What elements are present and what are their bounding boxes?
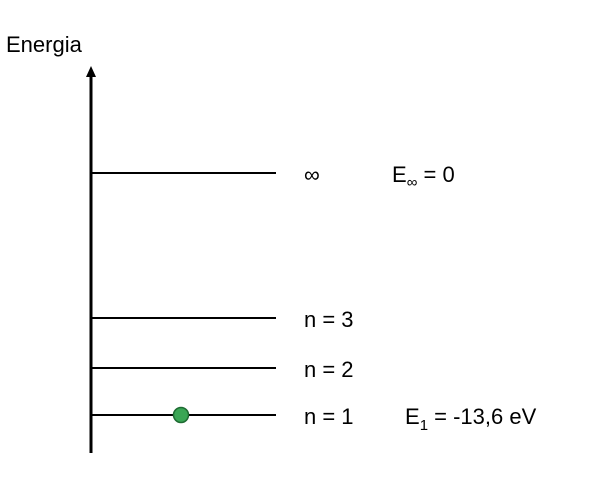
level-label-n1: n = 1 (304, 404, 354, 429)
level-label-infinity: ∞ (304, 162, 320, 187)
level-label-n3: n = 3 (304, 307, 354, 332)
energy-label-n1: E1 = -13,6 eV (405, 404, 537, 434)
level-label-n2: n = 2 (304, 357, 354, 382)
energy-label-infinity: E∞ = 0 (392, 162, 455, 191)
energy-axis-arrowhead (86, 66, 96, 77)
energy-axis-label: Energia (6, 32, 83, 57)
electron-dot (172, 406, 190, 424)
